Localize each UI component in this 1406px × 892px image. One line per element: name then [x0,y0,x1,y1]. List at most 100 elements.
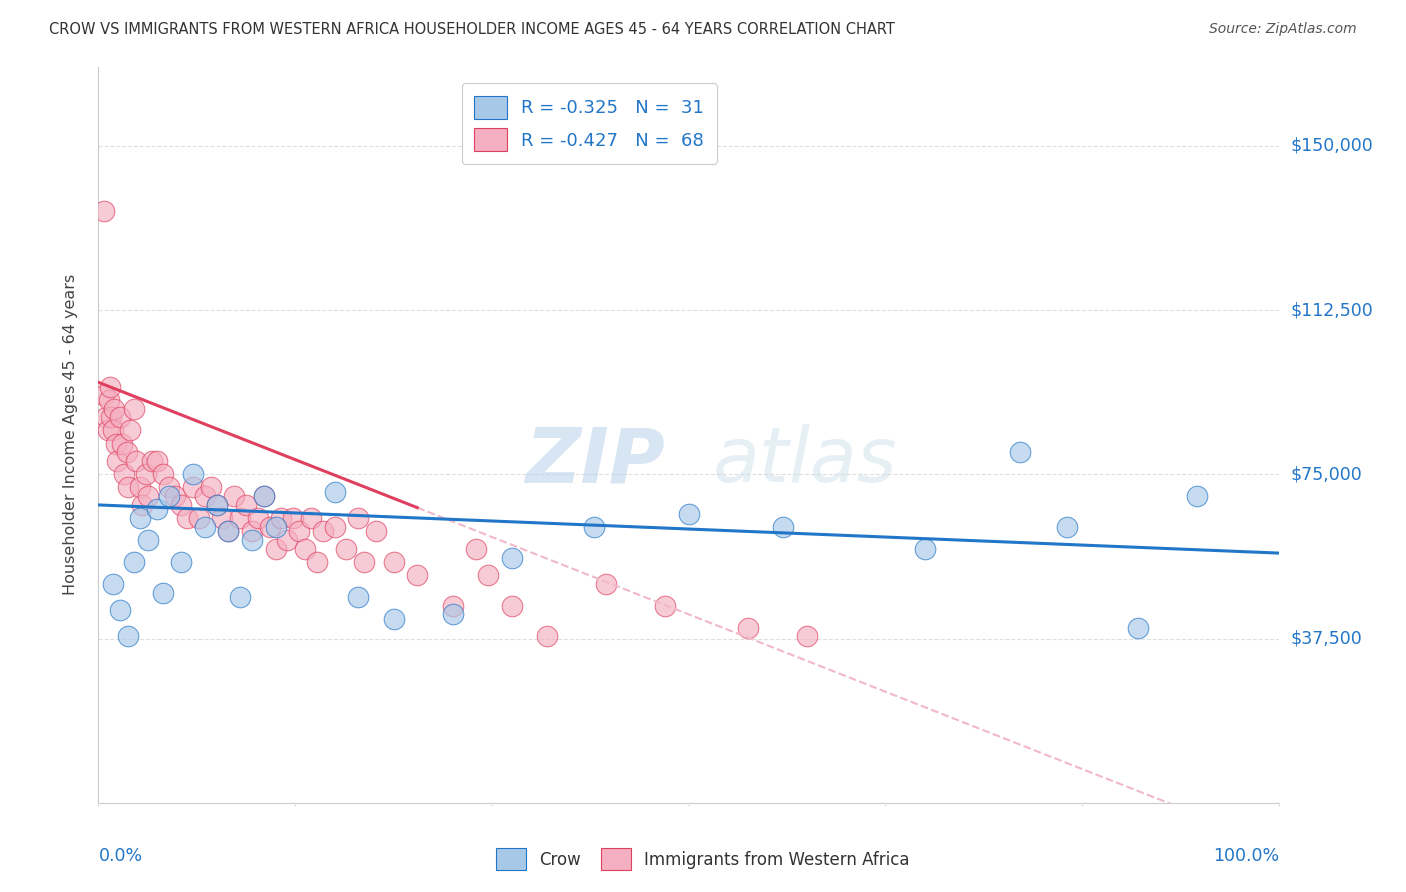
Point [101,424,124,438]
Point [1185,489,1208,503]
Point [108,410,131,425]
Point [240,533,263,547]
Point [122,555,145,569]
Point [100,410,122,425]
Point [101,576,124,591]
Point [200,480,222,494]
Point [93,388,115,402]
Point [294,541,316,556]
Text: $150,000: $150,000 [1291,136,1374,154]
Point [103,401,125,416]
Point [465,541,488,556]
Point [176,511,198,525]
Point [205,498,228,512]
Point [264,520,287,534]
Point [501,550,523,565]
Legend: R = -0.325   N =  31, R = -0.427   N =  68: R = -0.325 N = 31, R = -0.427 N = 68 [461,83,717,164]
Point [170,555,193,569]
Y-axis label: Householder Income Ages 45 - 64 years: Householder Income Ages 45 - 64 years [63,274,77,596]
Text: Source: ZipAtlas.com: Source: ZipAtlas.com [1209,22,1357,37]
Point [312,524,335,539]
Point [288,524,311,539]
Point [146,454,169,468]
Point [117,480,139,494]
Point [93,204,115,219]
Text: 0.0%: 0.0% [98,847,142,865]
Point [187,511,209,525]
Point [240,524,263,539]
Point [146,502,169,516]
Point [1008,445,1031,459]
Point [259,520,281,534]
Point [157,480,180,494]
Point [122,401,145,416]
Text: CROW VS IMMIGRANTS FROM WESTERN AFRICA HOUSEHOLDER INCOME AGES 45 - 64 YEARS COR: CROW VS IMMIGRANTS FROM WESTERN AFRICA H… [49,22,896,37]
Point [112,467,135,482]
Point [165,489,187,503]
Point [105,454,128,468]
Text: atlas: atlas [713,424,897,498]
Text: $112,500: $112,500 [1291,301,1374,319]
Point [536,629,558,643]
Point [131,498,153,512]
Point [796,629,818,643]
Point [97,424,120,438]
Point [335,541,357,556]
Point [157,489,180,503]
Point [120,424,142,438]
Point [364,524,387,539]
Point [128,480,150,494]
Point [595,576,617,591]
Point [135,467,157,482]
Point [299,511,322,525]
Point [105,436,128,450]
Point [1126,621,1149,635]
Point [136,489,159,503]
Text: $37,500: $37,500 [1291,630,1362,648]
Point [181,480,204,494]
Point [1056,520,1078,534]
Point [276,533,298,547]
Point [194,489,217,503]
Point [737,621,759,635]
Point [181,467,204,482]
Point [117,629,139,643]
Point [205,498,228,512]
Point [678,507,700,521]
Text: $75,000: $75,000 [1291,466,1362,483]
Point [217,524,239,539]
Point [98,379,121,393]
Point [108,603,131,617]
Point [441,607,464,622]
Point [654,599,676,613]
Point [323,484,346,499]
Point [283,511,305,525]
Point [211,511,233,525]
Point [136,533,159,547]
Point [141,454,163,468]
Text: ZIP: ZIP [526,424,665,498]
Point [253,489,276,503]
Point [224,489,246,503]
Point [253,489,276,503]
Point [235,498,257,512]
Point [347,590,370,604]
Point [111,436,134,450]
Point [353,555,375,569]
Point [229,590,252,604]
Point [382,612,405,626]
Point [305,555,328,569]
Point [772,520,794,534]
Point [152,467,174,482]
Point [406,568,429,582]
Point [194,520,217,534]
Point [382,555,405,569]
Point [128,511,150,525]
Point [115,445,138,459]
Point [914,541,936,556]
Point [477,568,499,582]
Point [264,541,287,556]
Point [217,524,239,539]
Point [94,410,117,425]
Point [347,511,370,525]
